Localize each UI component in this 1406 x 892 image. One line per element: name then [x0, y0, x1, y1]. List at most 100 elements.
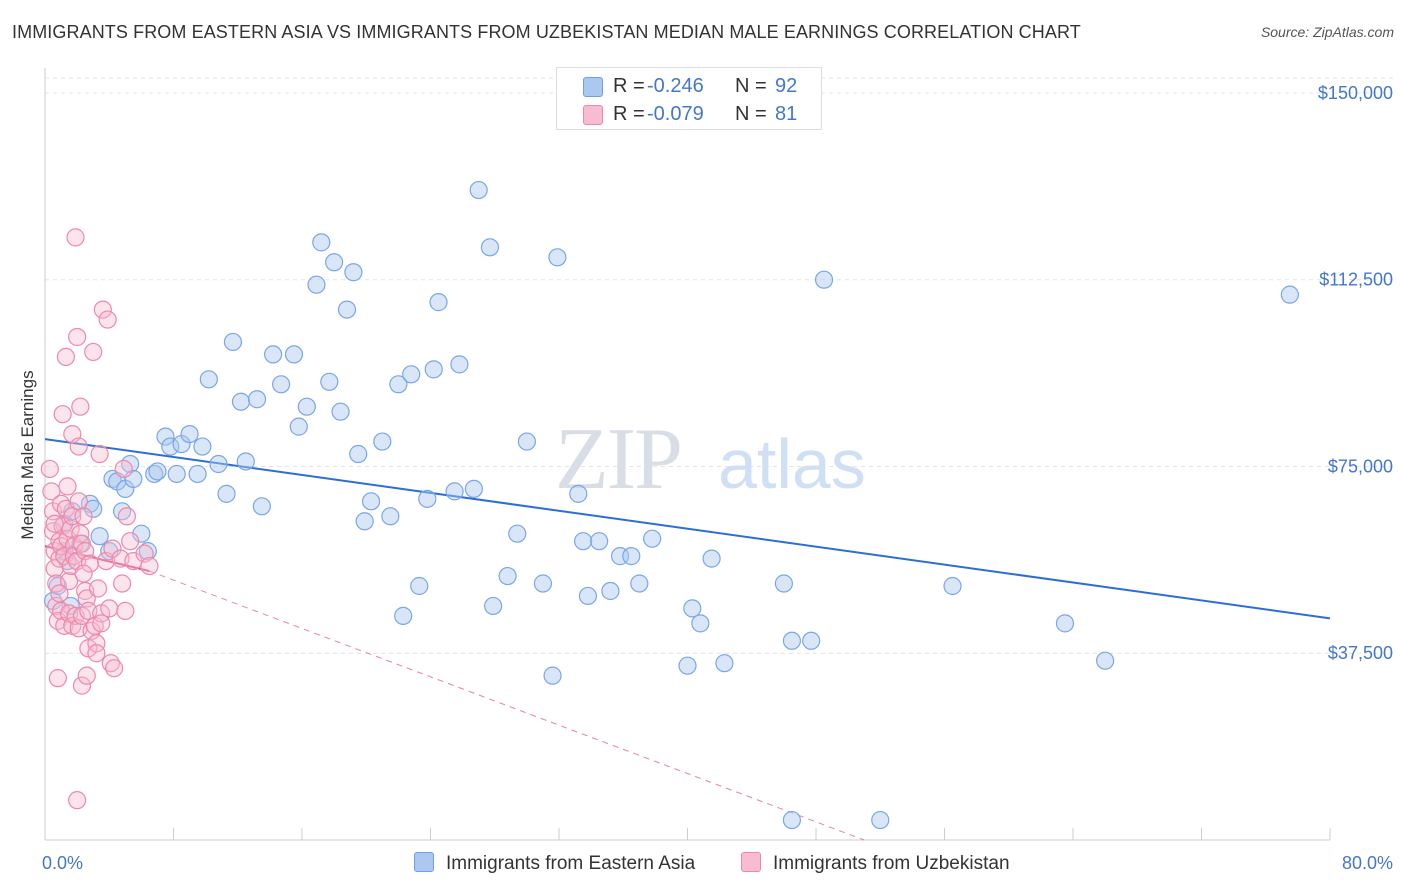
eastern-asia-point [307, 275, 326, 294]
legend-r-value: -0.246 [647, 75, 704, 97]
uzbekistan-point [92, 614, 111, 633]
eastern-asia-point [145, 464, 164, 484]
uzbekistan-point [77, 666, 96, 685]
uzbekistan-point [74, 507, 93, 526]
uzbekistan-point [68, 791, 87, 810]
eastern-asia-point [247, 390, 267, 409]
bottom-legend-label-uzbekistan: Immigrants from Uzbekistan [773, 853, 1010, 874]
eastern-asia-trend-line [44, 438, 1331, 620]
legend-r-value: -0.079 [647, 103, 704, 125]
eastern-asia-point [484, 596, 503, 616]
eastern-asia-point [199, 370, 218, 389]
eastern-asia-point [167, 464, 186, 484]
eastern-asia-point [402, 365, 421, 384]
uzbekistan-point [45, 514, 64, 533]
legend-row-eastern-asia: R = -0.246 N = 92 [557, 72, 823, 100]
eastern-asia-point [289, 417, 308, 436]
legend-swatch-eastern-asia [583, 77, 603, 97]
legend-r-label: R = [613, 75, 645, 97]
eastern-asia-point [715, 654, 734, 673]
bottom-legend-swatch-eastern-asia [414, 852, 434, 872]
eastern-asia-point [569, 484, 588, 503]
eastern-asia-point [373, 432, 392, 451]
eastern-asia-point [188, 464, 207, 484]
eastern-asia-point [331, 402, 350, 421]
uzbekistan-point [121, 532, 140, 551]
uzbekistan-point [71, 397, 90, 416]
uzbekistan-point [58, 477, 77, 496]
uzbekistan-point [117, 507, 137, 526]
eastern-asia-point [1055, 614, 1075, 633]
eastern-asia-point [410, 576, 429, 596]
eastern-asia-point [573, 532, 593, 551]
y-axis-title: Median Male Earnings [18, 370, 37, 539]
uzbekistan-point [104, 659, 124, 678]
eastern-asia-point [312, 233, 331, 252]
uzbekistan-point [53, 405, 72, 424]
eastern-asia-point [702, 549, 721, 568]
eastern-asia-point [450, 355, 469, 374]
uzbekistan-point [90, 444, 109, 464]
eastern-asia-point [630, 574, 649, 593]
eastern-asia-point [464, 479, 483, 498]
eastern-asia-point [284, 345, 304, 364]
eastern-asia-point [389, 375, 408, 394]
eastern-asia-point [223, 332, 243, 352]
eastern-asia-point [344, 263, 363, 282]
legend-r-label: R = [613, 103, 645, 125]
y-tick-label: $112,500 [1319, 270, 1393, 290]
eastern-asia-point [161, 437, 180, 456]
eastern-asia-point [601, 581, 620, 601]
uzbekistan-point [69, 437, 88, 456]
eastern-asia-point [691, 614, 710, 633]
uzbekistan-point [140, 556, 159, 576]
uzbekistan-point [87, 634, 106, 653]
legend-swatch-uzbekistan [583, 105, 603, 125]
legend-row-uzbekistan: R = -0.079 N = 81 [557, 100, 823, 128]
eastern-asia-point [355, 512, 374, 531]
legend-n-value: 81 [775, 103, 798, 125]
y-tick-label: $75,000 [1328, 456, 1393, 476]
uzbekistan-point [87, 644, 106, 663]
eastern-asia-point [480, 238, 500, 257]
eastern-asia-point [548, 248, 567, 267]
eastern-asia-point [871, 810, 890, 830]
eastern-asia-point [349, 444, 368, 464]
uzbekistan-point [116, 601, 135, 621]
eastern-asia-point [193, 437, 212, 456]
eastern-asia-point [498, 566, 517, 586]
eastern-asia-point [180, 424, 199, 444]
x-tick-label-min: 0.0% [42, 853, 83, 873]
legend-n-label: N = [735, 103, 767, 125]
uzbekistan-point [48, 669, 67, 688]
uzbekistan-point [98, 310, 117, 329]
uzbekistan-point [59, 571, 79, 591]
uzbekistan-point [66, 228, 85, 247]
bottom-legend-swatch-uzbekistan [741, 852, 761, 872]
eastern-asia-point [394, 606, 413, 625]
uzbekistan-point [51, 537, 71, 556]
eastern-asia-point [683, 599, 702, 618]
eastern-asia-point [84, 499, 103, 518]
correlation-legend: R = -0.246 N = 92 R = -0.079 N = 81 [556, 67, 822, 130]
eastern-asia-point [320, 372, 339, 391]
uzbekistan-trend-extension [149, 570, 865, 841]
axes [44, 68, 1331, 841]
eastern-asia-point [418, 489, 437, 508]
gridlines [45, 77, 1395, 654]
watermark-atlas: atlas [718, 425, 866, 503]
chart-title: IMMIGRANTS FROM EASTERN ASIA VS IMMIGRAN… [12, 22, 1081, 42]
uzbekistan-point [88, 579, 108, 598]
bottom-legend-label-eastern-asia: Immigrants from Eastern Asia [446, 853, 696, 874]
source-label: Source: ZipAtlas.com [1260, 24, 1394, 40]
uzbekistan-point [84, 342, 103, 362]
uzbekistan-point [56, 347, 75, 367]
eastern-asia-point [643, 529, 662, 548]
eastern-asia-point [678, 656, 697, 675]
uzbekistan-point [112, 574, 132, 593]
uzbekistan-point [114, 459, 133, 479]
uzbekistan-point [50, 584, 69, 603]
eastern-asia-point [297, 397, 316, 416]
eastern-asia-point [1280, 285, 1299, 304]
